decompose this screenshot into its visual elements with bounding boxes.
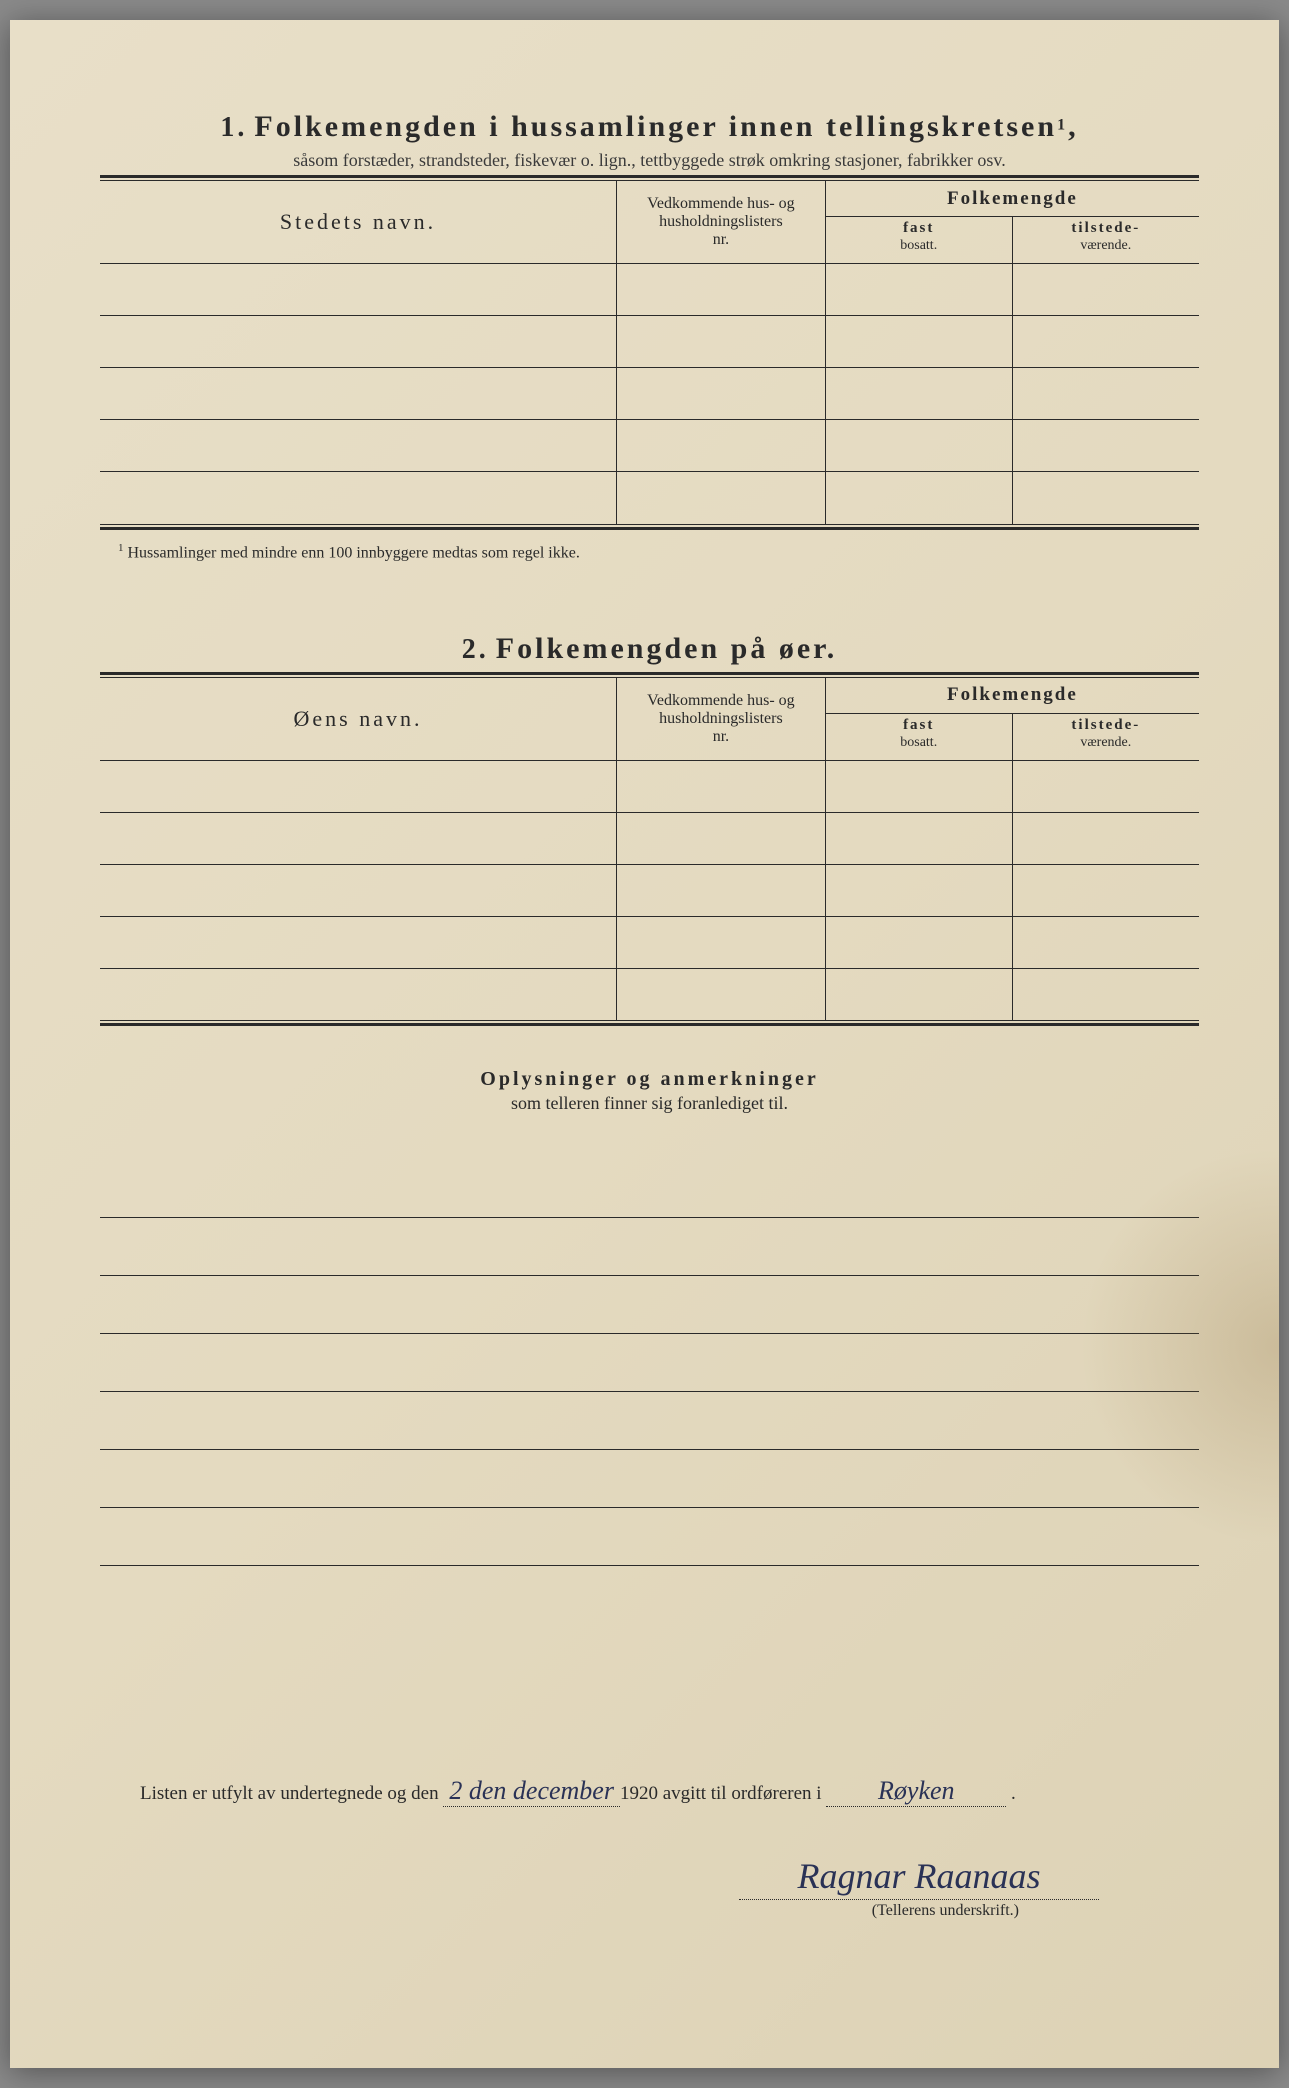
table-row	[100, 472, 1199, 524]
section2-col-fast: fast bosatt.	[825, 714, 1012, 761]
table-cell	[825, 420, 1012, 472]
section2-col-name: Øens navn.	[100, 678, 617, 761]
table-cell	[825, 472, 1012, 524]
table-cell	[1012, 368, 1199, 420]
section2-rule-bottom	[100, 1020, 1199, 1026]
section1-rule-bottom	[100, 524, 1199, 530]
table-cell	[100, 472, 617, 524]
table-cell	[100, 812, 617, 864]
table-cell	[617, 420, 826, 472]
table-row	[100, 812, 1199, 864]
ruled-line	[100, 1334, 1199, 1392]
section2-number: 2.	[462, 634, 489, 665]
section1-table: Stedets navn. Vedkommende hus- og hushol…	[100, 181, 1199, 524]
table-cell	[1012, 420, 1199, 472]
table-cell	[617, 968, 826, 1020]
table-row	[100, 916, 1199, 968]
table-cell	[617, 316, 826, 368]
section1-heading: Folkemengden i hussamlinger innen tellin…	[254, 110, 1057, 143]
section1-title: 1. Folkemengden i hussamlinger innen tel…	[100, 110, 1199, 144]
signature-block: Ragnar Raanaas	[100, 1855, 1199, 1900]
ruled-line	[100, 1450, 1199, 1508]
section2-table: Øens navn. Vedkommende hus- og husholdni…	[100, 678, 1199, 1021]
section1-sup: 1	[1057, 117, 1068, 134]
table-cell	[100, 864, 617, 916]
date-handwritten: 2 den december	[443, 1776, 620, 1807]
signature-label: (Tellerens underskrift.)	[100, 1902, 1199, 1920]
table-cell	[617, 760, 826, 812]
table-cell	[617, 472, 826, 524]
table-row	[100, 368, 1199, 420]
table-row	[100, 760, 1199, 812]
table-cell	[1012, 316, 1199, 368]
table-cell	[825, 316, 1012, 368]
table-cell	[825, 864, 1012, 916]
table-cell	[1012, 916, 1199, 968]
table-cell	[825, 916, 1012, 968]
section2-col-folke: Folkemengde	[825, 678, 1199, 714]
section2-title: 2. Folkemengden på øer.	[100, 632, 1199, 666]
ruled-line	[100, 1160, 1199, 1218]
section1-number: 1.	[220, 112, 247, 143]
table-row	[100, 316, 1199, 368]
section1-col-til: tilstede- værende.	[1012, 217, 1199, 264]
section2-col-til: tilstede- værende.	[1012, 714, 1199, 761]
table-cell	[100, 420, 617, 472]
ruled-line	[100, 1218, 1199, 1276]
table-cell	[825, 812, 1012, 864]
table-row	[100, 864, 1199, 916]
section2-heading: Folkemengden på øer.	[496, 632, 837, 665]
table-cell	[617, 812, 826, 864]
remarks-lines	[100, 1160, 1199, 1566]
table-row	[100, 968, 1199, 1020]
table-row	[100, 420, 1199, 472]
section1-col-fast: fast bosatt.	[825, 217, 1012, 264]
section2-col-vedk: Vedkommende hus- og husholdningslisters …	[617, 678, 826, 761]
table-cell	[825, 264, 1012, 316]
table-cell	[100, 760, 617, 812]
table-cell	[617, 368, 826, 420]
table-row	[100, 264, 1199, 316]
attestation-line: Listen er utfylt av undertegnede og den …	[100, 1776, 1199, 1807]
table-cell	[1012, 968, 1199, 1020]
table-cell	[100, 264, 617, 316]
table-cell	[1012, 760, 1199, 812]
page: 1. Folkemengden i hussamlinger innen tel…	[10, 20, 1279, 2068]
table-cell	[825, 760, 1012, 812]
table-cell	[617, 916, 826, 968]
section1-col-folke: Folkemengde	[825, 181, 1199, 217]
table-cell	[1012, 864, 1199, 916]
signature: Ragnar Raanaas	[739, 1855, 1099, 1900]
ruled-line	[100, 1508, 1199, 1566]
table-cell	[1012, 472, 1199, 524]
table-cell	[825, 368, 1012, 420]
place-handwritten: Røyken	[826, 1776, 1006, 1807]
table-cell	[100, 316, 617, 368]
table-cell	[617, 864, 826, 916]
section1-footnote: 1 Hussamlinger med mindre enn 100 innbyg…	[118, 542, 1199, 562]
ruled-line	[100, 1276, 1199, 1334]
table-cell	[617, 264, 826, 316]
section1-subtitle: såsom forstæder, strandsteder, fiskevær …	[100, 150, 1199, 171]
section1-col-name: Stedets navn.	[100, 181, 617, 264]
ruled-line	[100, 1392, 1199, 1450]
table-cell	[825, 968, 1012, 1020]
table-cell	[1012, 812, 1199, 864]
remarks-title: Oplysninger og anmerkninger som telleren…	[100, 1068, 1199, 1114]
section1-col-vedk: Vedkommende hus- og husholdningslisters …	[617, 181, 826, 264]
table-cell	[100, 916, 617, 968]
table-cell	[100, 368, 617, 420]
table-cell	[1012, 264, 1199, 316]
table-cell	[100, 968, 617, 1020]
